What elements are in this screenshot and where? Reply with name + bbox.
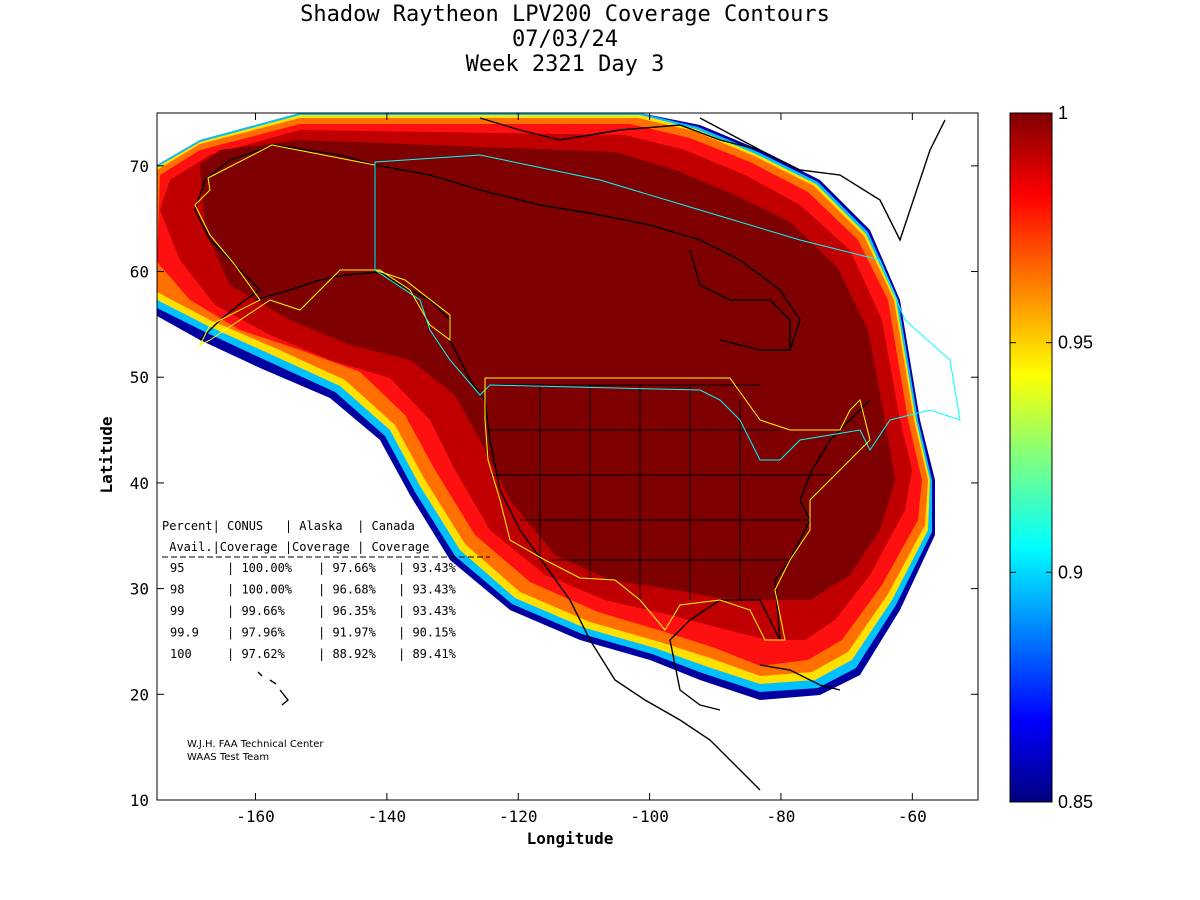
colorbar-tick-label: 0.85 — [1058, 792, 1093, 812]
map-date: 07/03/24 — [512, 27, 618, 52]
table-header-2: Avail.|Coverage |Coverage | Coverage — [162, 540, 429, 554]
atlantic-gulf-coast — [669, 399, 871, 711]
contour-band-100 — [200, 140, 895, 600]
table-cell-percent: 95 — [170, 561, 184, 575]
alaska-service-boundary — [194, 144, 451, 347]
cuba-coast — [759, 664, 841, 691]
conus-service-boundary — [484, 377, 871, 641]
x-tick-label: -80 — [767, 807, 796, 826]
coastlines — [194, 117, 946, 791]
y-tick-label: 10 — [130, 791, 149, 810]
table-cell-canada: | 89.41% — [398, 647, 457, 661]
y-tick-label: 50 — [130, 368, 149, 387]
map-title: Shadow Raytheon LPV200 Coverage Contours — [300, 2, 830, 27]
x-tick-label: -160 — [236, 807, 275, 826]
table-header-1: Percent| CONUS | Alaska | Canada — [162, 519, 415, 533]
x-tick-label: -60 — [898, 807, 927, 826]
table-cell-canada: | 90.15% — [398, 626, 457, 640]
canada-arctic-coast — [374, 117, 801, 351]
pacific-coast — [449, 339, 761, 791]
table-cell-percent: 98 — [170, 583, 184, 597]
table-cell-alaska: | 91.97% — [318, 626, 377, 640]
y-tick-label: 30 — [130, 580, 149, 599]
colorbar-tick-label: 1 — [1058, 103, 1068, 123]
credit-line-2: WAAS Test Team — [187, 752, 269, 763]
colorbar: 1 0.95 0.9 0.85 — [1009, 103, 1093, 812]
table-cell-percent: 99.9 — [170, 626, 199, 640]
table-cell-conus: | 97.62% — [227, 647, 286, 661]
table-cell-percent: 100 — [170, 647, 192, 661]
colorbar-gradient — [1009, 112, 1053, 803]
greenland-coast — [699, 117, 946, 242]
table-cell-canada: | 93.43% — [398, 561, 457, 575]
table-cell-alaska: | 97.66% — [318, 561, 377, 575]
colorbar-tick-label: 0.95 — [1058, 333, 1093, 353]
colorbar-tick-label: 0.9 — [1058, 562, 1083, 582]
y-tick-label: 20 — [130, 685, 149, 704]
plot-frame — [156, 112, 979, 801]
x-axis-label: Longitude — [527, 829, 614, 848]
x-tick-label: -120 — [499, 807, 538, 826]
x-axis: -160 -140 -120 -100 -80 -60 — [236, 113, 927, 826]
map-week-day: Week 2321 Day 3 — [465, 52, 665, 77]
hudson-bay-coast — [689, 249, 791, 351]
table-cell-conus: | 100.00% — [227, 561, 293, 575]
table-cell-canada: | 93.43% — [398, 604, 457, 618]
y-axis: 70 60 50 40 30 20 10 — [130, 157, 978, 810]
table-cell-canada: | 93.43% — [398, 583, 457, 597]
table-cell-alaska: | 96.68% — [318, 583, 377, 597]
table-cell-conus: | 99.66% — [227, 604, 286, 618]
table-cell-conus: | 100.00% — [227, 583, 293, 597]
table-cell-conus: | 97.96% — [227, 626, 286, 640]
y-tick-label: 60 — [130, 263, 149, 282]
table-cell-percent: 99 — [170, 604, 184, 618]
hawaii-islands — [257, 671, 289, 706]
x-tick-label: -140 — [368, 807, 407, 826]
y-tick-label: 70 — [130, 157, 149, 176]
table-cell-alaska: | 96.35% — [318, 604, 377, 618]
canada-service-boundary — [374, 154, 961, 461]
service-boundaries — [194, 144, 961, 641]
coverage-table: Percent| CONUS | Alaska | Canada Avail.|… — [162, 519, 490, 661]
table-cell-alaska: | 88.92% — [318, 647, 377, 661]
y-axis-label: Latitude — [97, 416, 116, 493]
us-state-lines — [490, 384, 830, 600]
credit-line-1: W.J.H. FAA Technical Center — [187, 739, 324, 750]
y-tick-label: 40 — [130, 474, 149, 493]
x-tick-label: -100 — [630, 807, 669, 826]
